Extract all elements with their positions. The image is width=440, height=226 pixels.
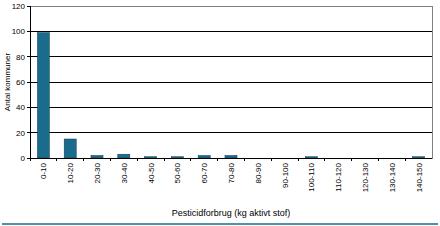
x-tick-label: 130-140 [388,162,397,192]
bar [145,157,157,158]
y-tick-label: 80 [16,53,25,62]
x-tick-label: 60-70 [200,162,209,183]
x-tick [271,158,272,161]
x-tick [378,158,379,161]
x-tick-label: 40-50 [147,162,156,183]
x-tick-label: 20-30 [93,162,102,183]
bar [332,158,344,159]
x-tick [351,158,352,161]
x-tick-label: 70-80 [227,162,236,183]
y-axis [30,6,31,158]
y-tick-label: 40 [16,103,25,112]
y-tick-label: 100 [12,27,26,36]
y-tick-label: 60 [16,78,25,87]
grid-line [30,107,432,108]
bar [252,158,264,159]
x-tick [137,158,138,161]
bar [413,157,425,158]
x-tick-label: 50-60 [173,162,182,183]
bar [359,158,371,159]
bars [37,33,424,158]
x-tick [298,158,299,161]
x-tick-label: 120-130 [361,162,370,192]
x-tick [405,158,406,161]
x-tick-label: 100-110 [307,162,316,191]
plot-frame [30,6,432,158]
bar [91,155,103,158]
x-tick-label: 90-100 [281,162,290,187]
x-tick [217,158,218,161]
bar [225,155,237,158]
x-tick-label: 30-40 [120,162,129,183]
y-axis-title: Antal kommuner [3,53,12,112]
x-tick [30,158,31,161]
x-tick-label: 80-90 [254,162,263,183]
grid-line [30,132,432,133]
grid-line [30,82,432,83]
bar [171,157,183,158]
bar [118,154,130,158]
x-tick [190,158,191,161]
chart: 0 20 40 60 80 100 120 0-10 10-20 20-30 30-40 40-50 5… [0,0,440,226]
bar [198,155,210,158]
x-tick [83,158,84,161]
x-tick-label: 140-150 [415,162,424,192]
bar [305,157,317,158]
x-tick-label: 0-10 [39,162,48,179]
x-tick [56,158,57,161]
grid-line [30,56,432,57]
bar [279,158,291,159]
y-tick-label: 120 [12,2,26,11]
bar [64,139,76,158]
bar [386,158,398,159]
x-tick-label: 10-20 [66,162,75,183]
y-tick-label: 0 [21,154,26,163]
x-tick [324,158,325,161]
x-axis-title: Pesticidforbrug (kg aktivt stof) [172,208,291,218]
grid-line [30,31,432,32]
y-tick-label: 20 [16,129,25,138]
x-tick [244,158,245,161]
x-tick [164,158,165,161]
x-tick-label: 110-120 [334,162,343,191]
bottom-rule [2,223,438,225]
x-tick [110,158,111,161]
bar [37,33,49,158]
